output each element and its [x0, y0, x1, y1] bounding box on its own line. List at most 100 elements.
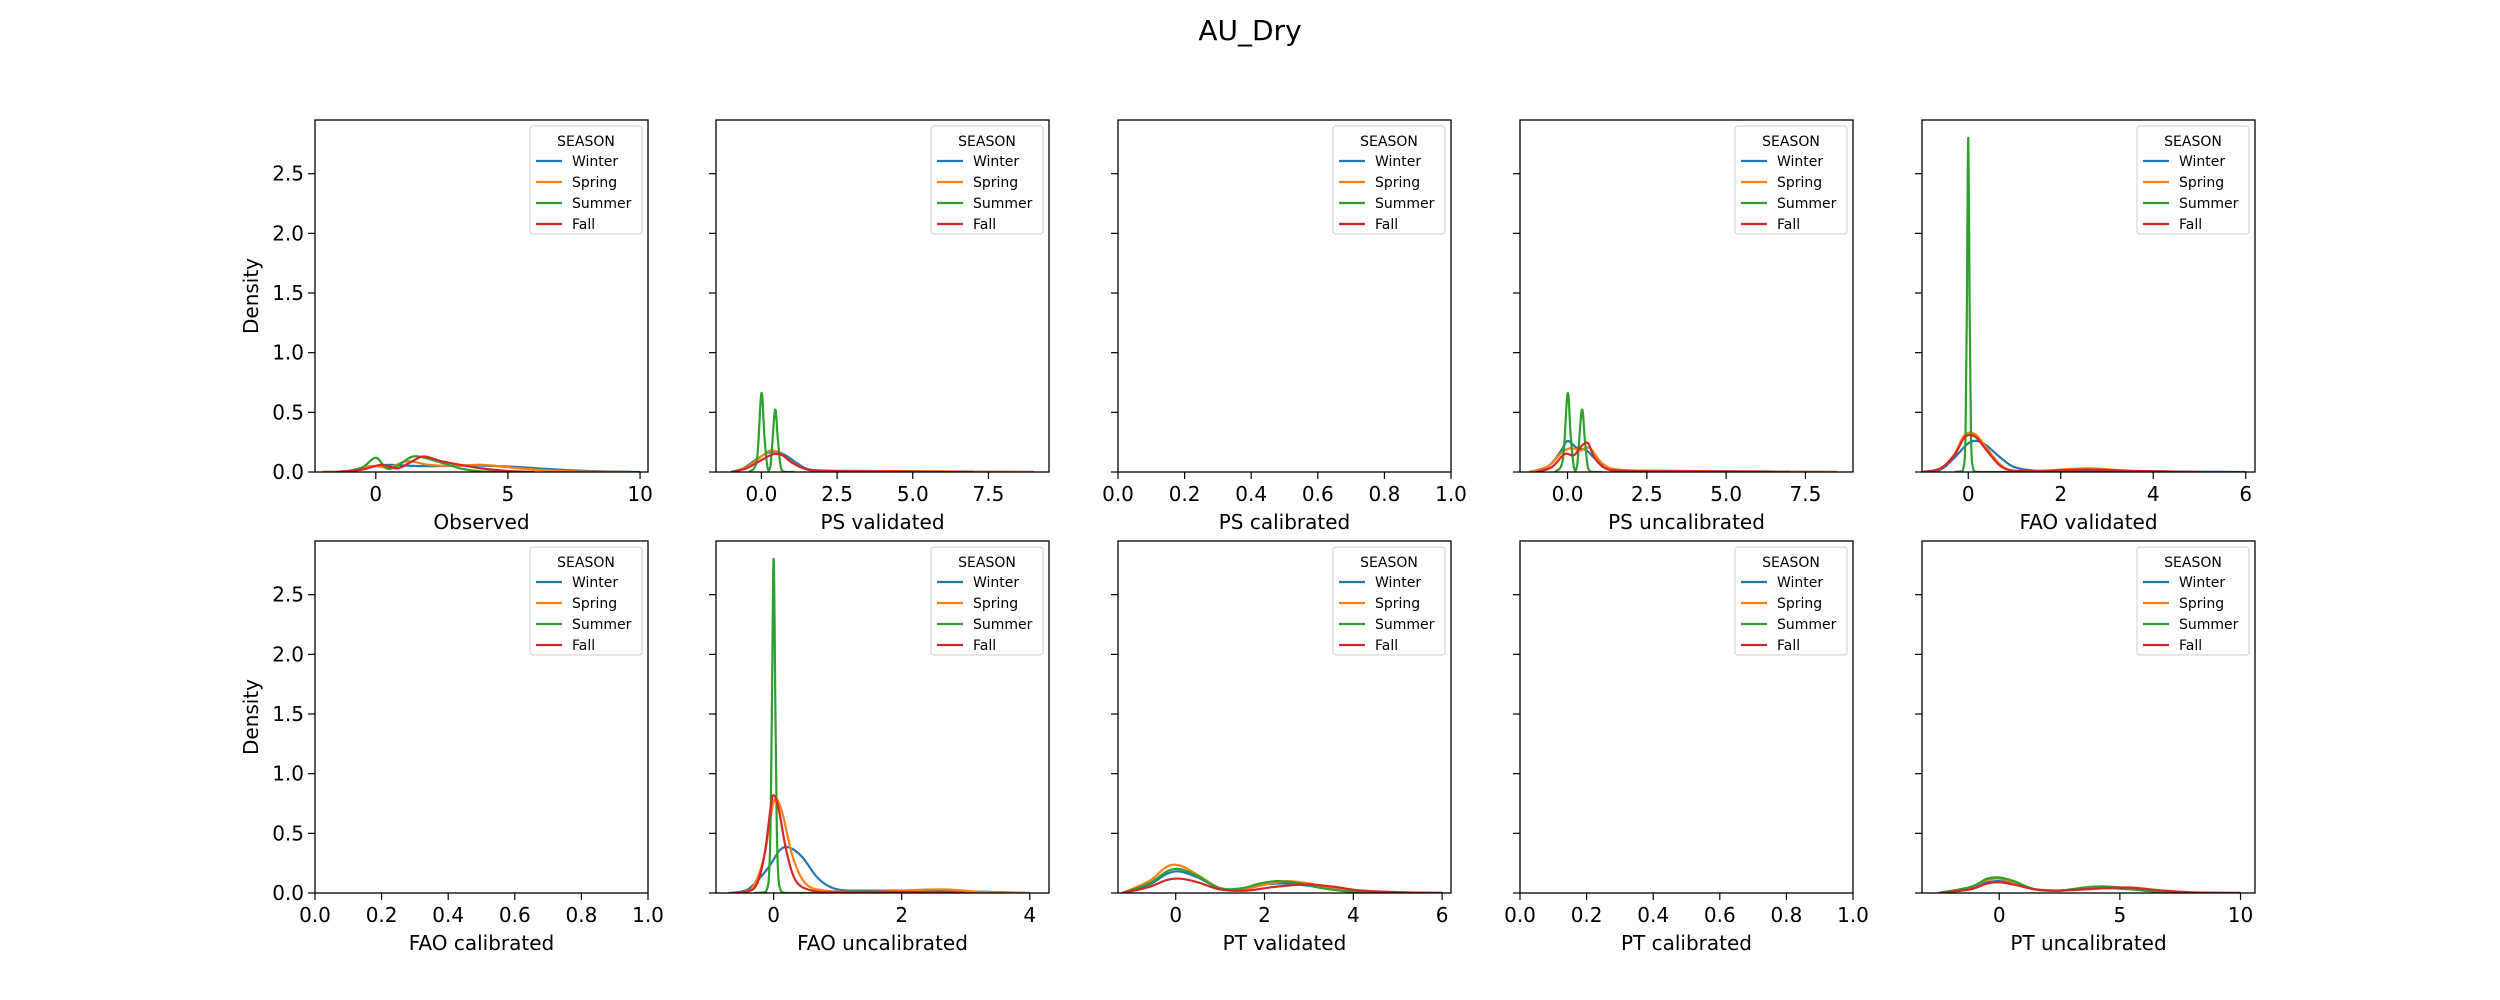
panel-pt-calibrated-xtick-label: 0.6	[1704, 903, 1736, 927]
panel-fao-calibrated-legend-label-fall: Fall	[572, 638, 595, 654]
panel-pt-uncalibrated-legend-box	[2136, 546, 2250, 656]
panel-fao-calibrated-xlabel: FAO calibrated	[409, 931, 554, 955]
panel-fao-validated-legend-title: SEASON	[2164, 134, 2222, 150]
panel-fao-validated-legend: SEASON Winter Spring Summer Fall	[2136, 125, 2250, 235]
panel-pt-calibrated-legend-label-fall: Fall	[1777, 638, 1800, 654]
panel-ps-validated-legend: SEASON Winter Spring Summer Fall	[930, 125, 1044, 235]
panel-fao-calibrated-legend-box	[529, 546, 643, 656]
panel-fao-calibrated-legend-label-winter: Winter	[572, 575, 618, 591]
panel-fao-validated-xtick-label: 6	[2239, 482, 2252, 506]
panel-fao-uncalibrated-legend: SEASON Winter Spring Summer Fall	[930, 546, 1044, 656]
panel-fao-calibrated-xtick-label: 0.0	[299, 903, 331, 927]
panel-pt-uncalibrated-legend-label-summer: Summer	[2179, 617, 2239, 633]
panel-fao-calibrated-ytick-label: 1.5	[272, 702, 304, 726]
panel-ps-validated-xtick-label: 0.0	[746, 482, 778, 506]
panel-fao-validated-line-fall	[1922, 433, 2200, 472]
panel-ps-uncalibrated-legend-title: SEASON	[1762, 134, 1820, 150]
panel-fao-validated-xlabel: FAO validated	[2019, 510, 2157, 534]
panel-ps-uncalibrated-xlabel: PS uncalibrated	[1608, 510, 1765, 534]
panel-observed-legend-label-summer: Summer	[572, 196, 632, 212]
panel-fao-uncalibrated-legend-label-spring: Spring	[973, 596, 1018, 612]
panel-observed-xtick-label: 10	[627, 482, 652, 506]
panel-ps-calibrated-xtick-label: 0.6	[1302, 482, 1334, 506]
panel-ps-uncalibrated-xtick-label: 7.5	[1790, 482, 1822, 506]
panel-ps-calibrated-xtick-label: 0.0	[1102, 482, 1134, 506]
panel-pt-validated-legend-box	[1332, 546, 1446, 656]
panel-observed-ytick-label: 2.0	[272, 221, 304, 245]
panel-ps-calibrated-legend-label-winter: Winter	[1375, 154, 1421, 170]
panel-pt-calibrated-xtick-label: 0.4	[1637, 903, 1669, 927]
panel-observed-legend-title: SEASON	[557, 134, 615, 150]
panel-ps-uncalibrated-legend: SEASON Winter Spring Summer Fall	[1734, 125, 1848, 235]
panel-observed-axes-frame	[314, 119, 649, 473]
panel-ps-validated-series-group	[730, 392, 1034, 472]
panel-fao-validated-legend-label-spring: Spring	[2179, 175, 2224, 191]
panel-pt-uncalibrated-series-group	[1938, 876, 2241, 893]
panel-ps-validated-legend-label-winter: Winter	[973, 154, 1019, 170]
panel-fao-uncalibrated-xtick-label: 2	[895, 903, 908, 927]
panel-pt-uncalibrated-xlabel: PT uncalibrated	[2010, 931, 2166, 955]
panel-ps-validated-xtick-label: 2.5	[821, 482, 853, 506]
panel-pt-validated: 0 2 4 6 PT validated SEASON Winter Spring Summer…	[1111, 540, 1452, 955]
panel-fao-validated-legend-label-winter: Winter	[2179, 154, 2225, 170]
panel-fao-validated: 0 2 4 6 FAO validated SEASON Winter Spring Summe…	[1915, 119, 2256, 534]
panel-observed-legend-label-fall: Fall	[572, 217, 595, 233]
panel-pt-uncalibrated-legend: SEASON Winter Spring Summer Fall	[2136, 546, 2250, 656]
panel-ps-uncalibrated-legend-box	[1734, 125, 1848, 235]
panel-pt-validated-legend-label-summer: Summer	[1375, 617, 1435, 633]
panel-fao-validated-legend-label-summer: Summer	[2179, 196, 2239, 212]
panel-pt-validated-axes-frame	[1117, 540, 1452, 894]
panel-fao-uncalibrated-line-summer	[754, 557, 838, 893]
panel-ps-calibrated-xlabel: PS calibrated	[1219, 510, 1351, 534]
panel-fao-calibrated-ytick-label: 0.5	[272, 821, 304, 845]
panel-ps-validated-axes-frame	[715, 119, 1050, 473]
panel-fao-calibrated: 0.0 0.2 0.4 0.6 0.8 1.0 0.0 0.5 1.0 1.5 2.0 2.5 FAO …	[239, 540, 664, 955]
panel-fao-uncalibrated-legend-title: SEASON	[958, 555, 1016, 571]
panel-fao-validated-xtick-label: 0	[1962, 482, 1975, 506]
panel-ps-uncalibrated-legend-label-spring: Spring	[1777, 175, 1822, 191]
panel-ps-validated-xlabel: PS validated	[820, 510, 944, 534]
panel-ps-calibrated-legend-box	[1332, 125, 1446, 235]
panel-pt-validated-xtick-label: 2	[1258, 903, 1271, 927]
panel-fao-calibrated-xtick-label: 0.2	[366, 903, 398, 927]
panel-fao-calibrated-xtick-label: 0.8	[565, 903, 597, 927]
panel-pt-validated-legend-label-spring: Spring	[1375, 596, 1420, 612]
panel-ps-calibrated-axes-frame	[1117, 119, 1452, 473]
panel-observed-line-spring	[322, 460, 627, 472]
panel-ps-calibrated-xtick-label: 0.2	[1169, 482, 1201, 506]
panel-ps-uncalibrated-legend-label-summer: Summer	[1777, 196, 1837, 212]
panel-ps-validated-legend-title: SEASON	[958, 134, 1016, 150]
panel-pt-calibrated-legend-label-spring: Spring	[1777, 596, 1822, 612]
panel-fao-calibrated-ytick-label: 2.5	[272, 583, 304, 607]
panel-pt-validated-legend-title: SEASON	[1360, 555, 1418, 571]
panel-fao-calibrated-legend-title: SEASON	[557, 555, 615, 571]
panel-fao-validated-line-summer	[1954, 136, 2015, 472]
panel-pt-calibrated-xtick-label: 0.8	[1770, 903, 1802, 927]
panel-ps-calibrated: 0.0 0.2 0.4 0.6 0.8 1.0 PS calibrated SEASON Win…	[1102, 119, 1467, 534]
panel-ps-calibrated-legend-title: SEASON	[1360, 134, 1418, 150]
panel-pt-validated-line-fall	[1122, 877, 1443, 893]
panel-observed-ytick-label: 2.5	[272, 162, 304, 186]
panel-ps-uncalibrated-line-fall	[1535, 441, 1790, 472]
panel-ps-validated: 0.0 2.5 5.0 7.5 PS validated SEASON Winter Spri…	[709, 119, 1050, 534]
panel-observed-series-group	[322, 455, 641, 472]
panel-ps-validated-line-fall	[730, 452, 974, 472]
panel-observed-legend: SEASON Winter Spring Summer Fall	[529, 125, 643, 235]
panel-fao-uncalibrated-legend-label-summer: Summer	[973, 617, 1033, 633]
panel-fao-validated-legend-box	[2136, 125, 2250, 235]
panel-pt-uncalibrated-line-fall	[1938, 881, 2241, 893]
panel-pt-validated-series-group	[1121, 863, 1443, 893]
panel-pt-validated-xtick-label: 6	[1436, 903, 1449, 927]
panel-pt-calibrated-xtick-label: 0.2	[1571, 903, 1603, 927]
panel-pt-uncalibrated-legend-title: SEASON	[2164, 555, 2222, 571]
panel-ps-calibrated-legend-label-summer: Summer	[1375, 196, 1435, 212]
panel-ps-validated-legend-label-spring: Spring	[973, 175, 1018, 191]
panel-observed-line-summer	[343, 455, 508, 472]
panel-pt-validated-xtick-label: 0	[1169, 903, 1182, 927]
panel-pt-uncalibrated-xtick-label: 5	[2114, 903, 2127, 927]
panel-fao-calibrated-xtick-label: 0.6	[499, 903, 531, 927]
panel-ps-calibrated-xtick-label: 0.4	[1235, 482, 1267, 506]
panel-fao-calibrated-legend-label-spring: Spring	[572, 596, 617, 612]
panel-pt-uncalibrated-xtick-label: 10	[2228, 903, 2253, 927]
panel-observed-xlabel: Observed	[433, 510, 529, 534]
